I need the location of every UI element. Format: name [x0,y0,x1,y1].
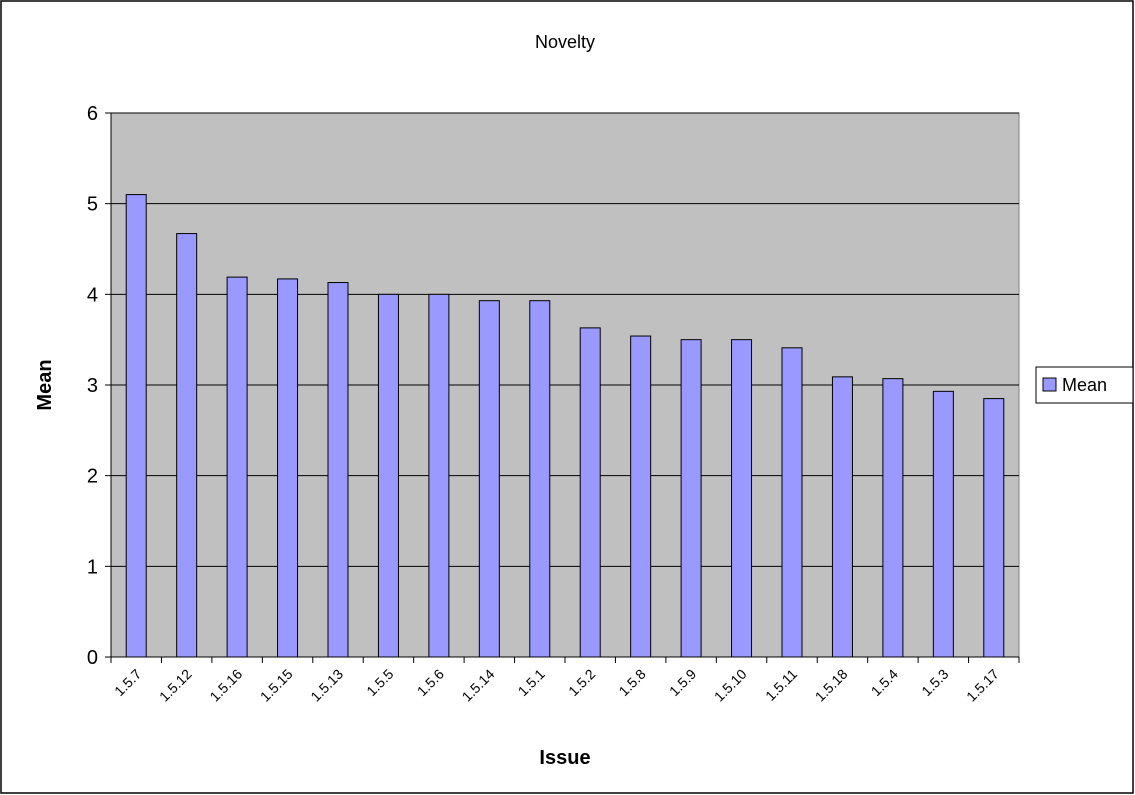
bars [125,194,1005,658]
legend: Mean [1035,366,1134,404]
bar [630,335,652,658]
bar [579,327,601,658]
bar [831,376,853,658]
y-tick-label: 4 [87,284,98,306]
y-axis-label: Mean [34,359,56,410]
bar [377,293,399,658]
bar [176,233,198,658]
legend-swatch [1042,377,1057,392]
y-tick-label: 5 [87,194,98,216]
legend-label: Mean [1062,375,1107,395]
bar [327,282,349,658]
y-tick-label: 0 [87,647,98,669]
y-axis-ticks: 0 1 2 3 4 5 6 [87,103,111,669]
bar [983,398,1005,658]
bar [226,276,248,658]
bar [680,339,702,658]
bar [428,293,450,658]
chart-title: Novelty [535,32,595,52]
x-axis-label: Issue [539,747,590,769]
bar [882,378,904,658]
bar [125,194,147,658]
bar [478,300,500,658]
bar [731,339,753,658]
bar [781,347,803,658]
bar [932,390,954,658]
y-tick-label: 3 [87,375,98,397]
y-tick-label: 2 [87,466,98,488]
y-tick-label: 1 [87,556,98,578]
bar [529,300,551,658]
bar [277,278,299,658]
y-tick-label: 6 [87,103,98,125]
gridlines [111,112,1019,567]
